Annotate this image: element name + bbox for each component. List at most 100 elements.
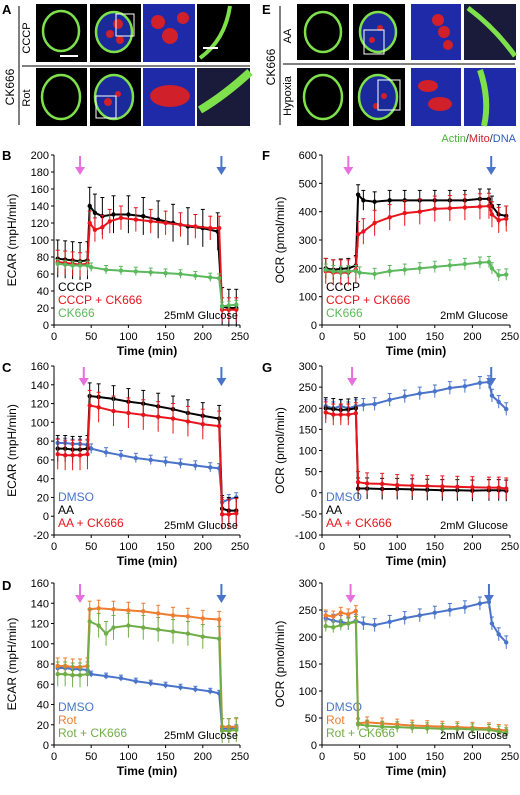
data-point [87, 403, 92, 408]
data-point [126, 410, 131, 416]
magenta-arrow-icon [78, 367, 89, 386]
data-point [338, 269, 343, 274]
micrograph-rot-merge [90, 68, 141, 126]
data-point [141, 625, 146, 630]
data-point [364, 723, 370, 728]
data-point [185, 614, 191, 619]
data-point [447, 607, 453, 613]
data-point [338, 622, 343, 628]
y-tick-label: 180 [31, 167, 49, 179]
x-axis-label: Time (min) [117, 554, 177, 568]
data-point [496, 217, 501, 223]
y-tick-label: 160 [31, 361, 49, 373]
series-line [325, 411, 507, 490]
data-point [470, 485, 475, 490]
x-tick-label: 100 [119, 751, 137, 763]
y-tick-label: 40 [37, 700, 49, 712]
data-point [486, 485, 492, 490]
y-tick-label: 0 [311, 740, 317, 752]
x-axis-label: Time (min) [117, 344, 177, 358]
data-point [200, 616, 205, 621]
legend-entry: DMSO [58, 700, 94, 714]
group-label-right: CK666 [264, 48, 278, 85]
data-point [323, 410, 328, 415]
data-point [85, 263, 90, 268]
blue-arrow-icon [483, 584, 494, 603]
y-tick-label: 250 [299, 382, 317, 394]
data-point [372, 271, 377, 277]
magenta-arrow-icon [347, 367, 358, 386]
x-tick-label: 0 [319, 331, 325, 343]
panel-letter-b: B [2, 148, 11, 163]
data-point [477, 260, 483, 265]
blue-arrow-icon [486, 367, 497, 386]
row-label-rot: Rot [21, 89, 33, 106]
y-tick-label: 160 [31, 578, 49, 590]
x-tick-label: 150 [156, 331, 174, 343]
stain-legend: Actin/Mito/DNA [441, 133, 516, 145]
panel-letter-f: F [262, 148, 270, 163]
data-point [395, 724, 400, 730]
y-axis-label: OCR (pmol/min) [273, 621, 287, 708]
data-point [496, 399, 501, 405]
data-point [219, 728, 225, 734]
y-tick-label: 0 [311, 320, 317, 332]
series-cccp [323, 184, 509, 280]
data-point [89, 671, 94, 677]
series-aa-ck666 [323, 401, 509, 500]
y-tick-label: 200 [299, 403, 317, 415]
data-point [489, 212, 495, 217]
data-point [178, 271, 183, 277]
data-point [504, 272, 509, 277]
x-tick-label: 250 [231, 541, 249, 553]
y-tick-label: 150 [299, 659, 317, 671]
data-point [163, 683, 168, 688]
series-rot-ck666 [55, 608, 239, 743]
data-point [216, 225, 222, 231]
data-point [372, 622, 377, 628]
data-point [226, 728, 232, 734]
y-tick-label: 20 [37, 720, 49, 732]
data-point [55, 452, 60, 457]
y-tick-label: 0 [43, 740, 49, 752]
data-point [402, 615, 407, 621]
data-point [504, 486, 509, 491]
blue-arrow-icon [216, 584, 227, 603]
y-tick-label: 300 [299, 578, 317, 590]
series-rot [323, 605, 509, 736]
x-tick-label: 250 [501, 751, 519, 763]
x-tick-label: 200 [463, 751, 481, 763]
series-line [57, 667, 237, 730]
data-point [364, 481, 370, 486]
x-tick-label: 50 [85, 331, 97, 343]
data-point [226, 512, 232, 517]
data-point [141, 412, 146, 418]
data-point [447, 263, 453, 268]
chart-f: -100 -50 0 50 100 150 200 250 300 0 50 100 150 200 250… [273, 361, 519, 568]
x-axis-label: Time (min) [386, 344, 446, 358]
data-point [372, 220, 377, 226]
data-point [477, 380, 483, 386]
magenta-arrow-icon [75, 584, 86, 603]
y-tick-label: 50 [305, 467, 317, 479]
micrograph-hypoxia-actin [297, 68, 349, 126]
data-point [496, 632, 501, 637]
x-tick-label: 250 [231, 331, 249, 343]
data-point [425, 726, 430, 731]
data-point [77, 263, 83, 268]
y-tick-label: 140 [31, 598, 49, 610]
data-point [178, 461, 183, 466]
y-tick-label: 500 [299, 178, 317, 190]
data-point [92, 227, 98, 232]
data-point [432, 389, 437, 394]
data-point [178, 222, 183, 227]
y-tick-label: 100 [299, 686, 317, 698]
data-point [462, 384, 468, 389]
data-point [163, 459, 168, 464]
data-point [219, 304, 225, 309]
data-point [387, 215, 392, 220]
data-point [226, 303, 232, 308]
group-label-left: CK666 [3, 68, 17, 105]
data-point [77, 672, 83, 678]
y-tick-label: 140 [31, 201, 49, 213]
